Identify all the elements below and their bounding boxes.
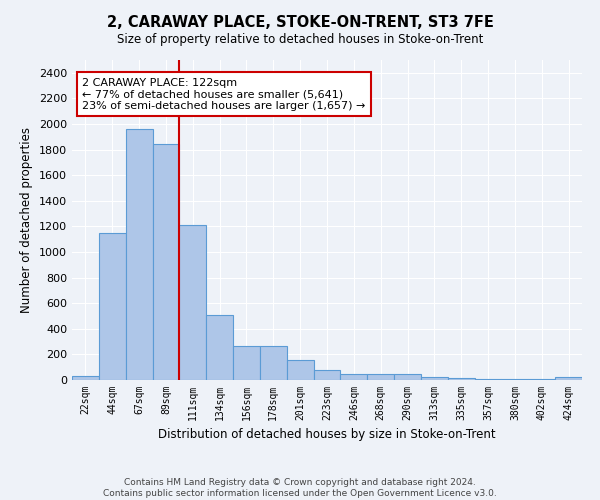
Y-axis label: Number of detached properties: Number of detached properties: [20, 127, 34, 313]
Bar: [72, 376, 99, 380]
Bar: [394, 374, 421, 380]
Bar: [475, 378, 502, 380]
Bar: [179, 225, 206, 380]
Bar: [206, 314, 233, 380]
Bar: [340, 374, 367, 380]
Bar: [152, 144, 179, 380]
Bar: [314, 370, 340, 380]
Text: 2 CARAWAY PLACE: 122sqm
← 77% of detached houses are smaller (5,641)
23% of semi: 2 CARAWAY PLACE: 122sqm ← 77% of detache…: [82, 78, 365, 111]
Bar: [421, 378, 448, 380]
Bar: [233, 346, 260, 380]
Bar: [99, 233, 125, 380]
Bar: [555, 378, 582, 380]
Bar: [367, 374, 394, 380]
Bar: [287, 360, 314, 380]
Text: Size of property relative to detached houses in Stoke-on-Trent: Size of property relative to detached ho…: [117, 32, 483, 46]
X-axis label: Distribution of detached houses by size in Stoke-on-Trent: Distribution of detached houses by size …: [158, 428, 496, 442]
Bar: [260, 346, 287, 380]
Text: Contains HM Land Registry data © Crown copyright and database right 2024.
Contai: Contains HM Land Registry data © Crown c…: [103, 478, 497, 498]
Text: 2, CARAWAY PLACE, STOKE-ON-TRENT, ST3 7FE: 2, CARAWAY PLACE, STOKE-ON-TRENT, ST3 7F…: [107, 15, 493, 30]
Bar: [448, 378, 475, 380]
Bar: [125, 129, 152, 380]
